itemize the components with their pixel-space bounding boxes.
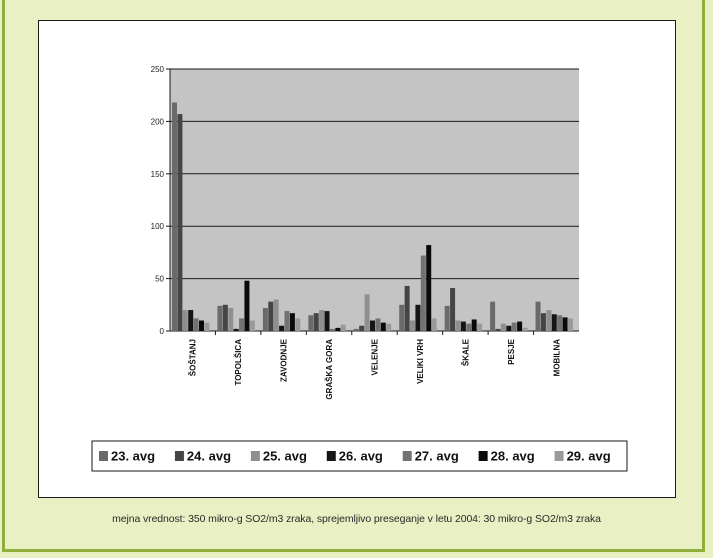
y-tick-label: 150 bbox=[151, 170, 165, 179]
bar-23avg-6 bbox=[444, 305, 450, 331]
legend-label: 25. avg bbox=[263, 449, 307, 464]
bar-26avg-0 bbox=[188, 310, 194, 331]
bar-24avg-3 bbox=[313, 313, 319, 331]
bar-29avg-4 bbox=[386, 323, 392, 331]
bar-23avg-2 bbox=[262, 307, 268, 331]
y-tick-label: 100 bbox=[151, 222, 165, 231]
x-category-label: TOPOLŠICA bbox=[234, 339, 243, 386]
bar-27avg-4 bbox=[375, 318, 381, 331]
legend-swatch bbox=[478, 451, 488, 461]
bar-28avg-1 bbox=[244, 280, 250, 331]
bar-25avg-8 bbox=[546, 310, 552, 331]
bar-24avg-2 bbox=[268, 301, 274, 331]
bar-23avg-0 bbox=[172, 102, 177, 331]
legend-swatch bbox=[326, 451, 336, 461]
legend-label: 29. avg bbox=[567, 449, 611, 464]
bar-28avg-0 bbox=[199, 320, 204, 331]
bar-24avg-5 bbox=[404, 285, 410, 331]
bar-29avg-3 bbox=[340, 324, 346, 331]
x-category-label: ŠKALE bbox=[461, 338, 470, 366]
legend-swatch bbox=[250, 451, 260, 461]
bar-24avg-4 bbox=[359, 325, 365, 331]
bar-24avg-0 bbox=[177, 114, 183, 331]
bar-24avg-8 bbox=[540, 313, 546, 331]
bar-26avg-7 bbox=[506, 325, 512, 331]
legend-label: 23. avg bbox=[111, 449, 155, 464]
bar-24avg-6 bbox=[450, 288, 456, 331]
y-tick-label: 200 bbox=[151, 117, 165, 126]
bar-27avg-5 bbox=[420, 255, 426, 331]
bar-25avg-2 bbox=[273, 299, 279, 331]
bar-29avg-7 bbox=[522, 327, 528, 331]
plot-area bbox=[170, 69, 579, 331]
legend-swatch bbox=[99, 451, 108, 461]
bar-29avg-2 bbox=[295, 318, 301, 331]
bar-27avg-2 bbox=[284, 311, 290, 331]
bar-23avg-8 bbox=[535, 301, 541, 331]
bar-26avg-6 bbox=[460, 321, 466, 331]
bar-27avg-3 bbox=[329, 328, 335, 331]
bar-26avg-1 bbox=[233, 328, 239, 331]
bar-chart: 0 50 100 150 200 250 ŠOŠTANJ TOPOLŠICA ZAVODNJE G… bbox=[91, 65, 628, 472]
x-category-label: VELENJE bbox=[371, 338, 380, 375]
chart-panel: 0 50 100 150 200 250 ŠOŠTANJ TOPOLŠICA ZAVODNJE G… bbox=[38, 20, 676, 498]
bar-27avg-1 bbox=[239, 318, 245, 331]
bar-28avg-8 bbox=[562, 317, 568, 331]
x-category-label: GRAŠKA GORA bbox=[325, 339, 334, 400]
bar-24avg-7 bbox=[495, 328, 501, 331]
bar-28avg-3 bbox=[335, 327, 341, 331]
bar-25avg-1 bbox=[228, 307, 234, 331]
bar-25avg-6 bbox=[455, 320, 461, 331]
legend-swatch bbox=[402, 451, 412, 461]
bar-23avg-7 bbox=[490, 301, 496, 331]
bar-23avg-4 bbox=[353, 328, 359, 331]
bar-28avg-5 bbox=[426, 245, 432, 331]
bar-25avg-7 bbox=[500, 323, 506, 331]
bar-26avg-4 bbox=[369, 320, 375, 331]
bar-23avg-3 bbox=[308, 315, 314, 331]
bar-23avg-5 bbox=[399, 304, 405, 331]
bar-26avg-5 bbox=[415, 304, 421, 331]
bar-29avg-5 bbox=[431, 318, 437, 331]
bar-26avg-8 bbox=[551, 314, 557, 331]
bar-24avg-1 bbox=[222, 304, 228, 331]
bar-28avg-6 bbox=[471, 319, 477, 331]
limit-value-caption: mejna vrednost: 350 mikro-g SO2/m3 zraka… bbox=[112, 513, 601, 525]
legend-swatch bbox=[554, 451, 564, 461]
x-category-label: PESJE bbox=[507, 338, 516, 364]
bar-27avg-8 bbox=[557, 315, 563, 331]
bar-28avg-4 bbox=[380, 322, 386, 331]
bar-25avg-5 bbox=[410, 320, 416, 331]
bar-29avg-1 bbox=[249, 320, 255, 331]
legend-swatch bbox=[174, 451, 184, 461]
bar-27avg-7 bbox=[511, 322, 517, 331]
x-category-label: VELIKI VRH bbox=[416, 339, 425, 384]
bar-29avg-6 bbox=[477, 323, 483, 331]
bar-25avg-4 bbox=[364, 294, 370, 331]
legend-label: 24. avg bbox=[187, 449, 231, 464]
bar-26avg-3 bbox=[324, 311, 330, 331]
bar-29avg-8 bbox=[567, 318, 573, 331]
bar-28avg-7 bbox=[517, 321, 523, 331]
bar-28avg-2 bbox=[289, 313, 295, 331]
x-category-label: ZAVODNJE bbox=[280, 338, 289, 382]
bar-23avg-1 bbox=[217, 305, 223, 331]
x-category-label: ŠOŠTANJ bbox=[189, 339, 198, 376]
bar-29avg-0 bbox=[204, 322, 210, 331]
y-tick-label: 50 bbox=[155, 275, 164, 284]
bar-25avg-0 bbox=[182, 310, 188, 331]
bar-27avg-0 bbox=[193, 318, 199, 331]
bar-26avg-2 bbox=[279, 325, 285, 331]
legend-label: 28. avg bbox=[491, 449, 535, 464]
legend-label: 27. avg bbox=[415, 449, 459, 464]
legend-label: 26. avg bbox=[339, 449, 383, 464]
bar-27avg-6 bbox=[466, 323, 472, 331]
x-category-label: MOBILNA bbox=[552, 339, 561, 377]
y-tick-label: 250 bbox=[151, 65, 165, 74]
bar-25avg-3 bbox=[319, 310, 325, 331]
y-tick-label: 0 bbox=[160, 327, 165, 336]
